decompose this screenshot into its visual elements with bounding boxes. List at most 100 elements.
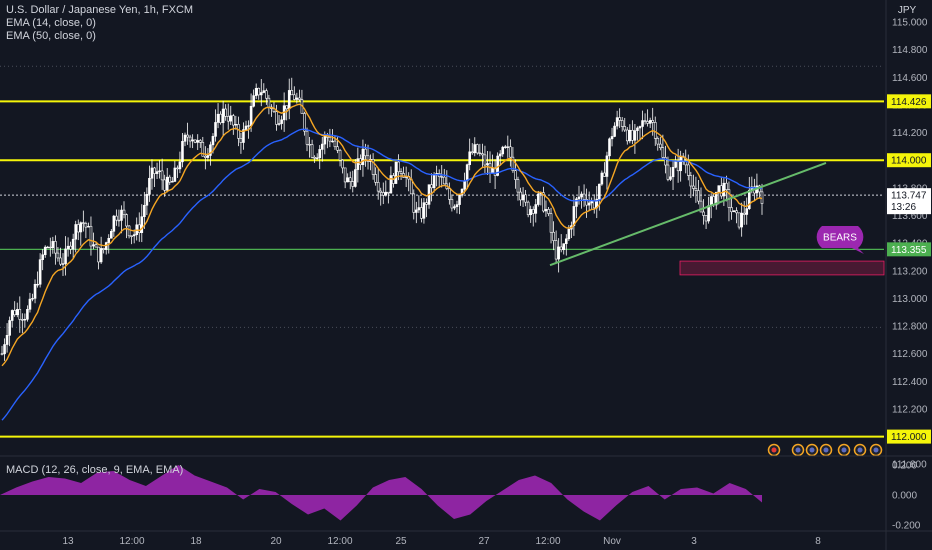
candle-body bbox=[430, 184, 433, 189]
ema14-legend: EMA (14, close, 0) bbox=[6, 17, 96, 29]
candle-body bbox=[196, 140, 200, 143]
candle-body bbox=[529, 209, 532, 216]
candle-body bbox=[694, 188, 698, 191]
candle-body bbox=[115, 215, 118, 221]
candle-body bbox=[524, 194, 527, 203]
candle-body bbox=[23, 318, 27, 321]
candle-body bbox=[366, 155, 370, 162]
candle-body bbox=[165, 176, 169, 191]
candle-body bbox=[577, 196, 581, 200]
candle-body bbox=[415, 209, 418, 213]
candle-body bbox=[598, 183, 601, 200]
bears-zone bbox=[679, 260, 885, 276]
candle-body bbox=[679, 155, 682, 172]
candle-body bbox=[193, 139, 197, 143]
candle-body bbox=[145, 194, 149, 206]
candle-body bbox=[5, 335, 9, 345]
price-tick-label: 113.600 bbox=[892, 211, 928, 222]
candle-body bbox=[102, 248, 105, 250]
candle-body bbox=[547, 209, 550, 214]
ascending-trendline bbox=[549, 162, 827, 267]
candle-body bbox=[331, 140, 334, 143]
candle-body bbox=[348, 177, 352, 182]
candle-body bbox=[432, 174, 436, 189]
candle-body bbox=[99, 248, 103, 263]
candle-body bbox=[254, 87, 258, 96]
candle-body bbox=[354, 169, 357, 187]
candle-body bbox=[8, 320, 11, 336]
candle-body bbox=[201, 142, 205, 157]
candle-body bbox=[305, 130, 309, 145]
candle-body bbox=[501, 146, 505, 155]
price-tick-label: 112.200 bbox=[892, 404, 928, 415]
candle-body bbox=[298, 97, 301, 100]
candle-body bbox=[84, 223, 88, 228]
candle-body bbox=[249, 105, 253, 126]
candle-body bbox=[450, 199, 454, 209]
candle-body bbox=[692, 185, 695, 189]
resistance-top-label-bg bbox=[887, 94, 931, 109]
candle-body bbox=[0, 353, 4, 355]
candle-body bbox=[48, 246, 52, 249]
candle-body bbox=[371, 158, 375, 175]
candle-body bbox=[280, 119, 283, 124]
chart-legend: U.S. Dollar / Japanese Yen, 1h, FXCM EMA… bbox=[6, 4, 193, 43]
candle-body bbox=[262, 90, 266, 93]
candle-body bbox=[506, 146, 510, 148]
chart-title: U.S. Dollar / Japanese Yen, 1h, FXCM bbox=[6, 4, 194, 16]
candle-body bbox=[661, 147, 665, 158]
candle-body bbox=[514, 170, 517, 180]
candle-body bbox=[206, 155, 210, 158]
candle-body bbox=[303, 113, 306, 132]
candle-body bbox=[21, 319, 24, 321]
candle-body bbox=[387, 191, 390, 194]
candle-body bbox=[720, 185, 723, 197]
candle-body bbox=[232, 115, 235, 126]
candle-body bbox=[351, 181, 355, 187]
candle-body bbox=[26, 308, 29, 320]
candle-body bbox=[275, 111, 278, 125]
candle-body bbox=[89, 226, 93, 247]
candle-body bbox=[486, 163, 489, 166]
candle-body bbox=[534, 204, 538, 214]
candle-body bbox=[476, 144, 479, 154]
candle-body bbox=[112, 215, 116, 232]
candle-body bbox=[636, 127, 639, 131]
candle-body bbox=[87, 226, 90, 228]
candle-body bbox=[618, 117, 621, 121]
macd-tick-label: -0.200 bbox=[892, 521, 921, 532]
candle-body bbox=[155, 171, 159, 174]
candle-body bbox=[158, 170, 161, 172]
candle-body bbox=[600, 172, 604, 185]
candle-body bbox=[554, 240, 558, 260]
time-axis-label: Nov bbox=[603, 536, 621, 547]
candle-body bbox=[455, 204, 459, 207]
candle-body bbox=[3, 344, 6, 355]
price-tick-label: 114.600 bbox=[892, 73, 928, 84]
candle-body bbox=[219, 113, 222, 124]
candle-body bbox=[221, 108, 225, 124]
candle-body bbox=[336, 146, 339, 151]
support-green-label: 113.355 bbox=[891, 245, 927, 256]
candle-body bbox=[97, 246, 100, 263]
candle-body bbox=[204, 155, 207, 158]
candle-body bbox=[740, 212, 743, 228]
candle-body bbox=[648, 120, 652, 124]
candle-body bbox=[150, 167, 154, 179]
candle-body bbox=[376, 182, 380, 192]
candle-body bbox=[608, 138, 611, 157]
candle-body bbox=[214, 122, 217, 137]
candle-body bbox=[153, 167, 156, 174]
time-axis-label: 3 bbox=[691, 536, 697, 547]
event-marker-dot bbox=[857, 447, 863, 453]
candle-body bbox=[425, 202, 428, 205]
candle-body bbox=[181, 141, 184, 163]
candle-body bbox=[191, 139, 194, 142]
support-green-label-bg bbox=[887, 242, 931, 257]
candle-body bbox=[582, 193, 586, 200]
candle-body bbox=[66, 245, 70, 250]
candle-body bbox=[33, 283, 37, 299]
candle-body bbox=[226, 116, 230, 122]
candle-body bbox=[267, 97, 271, 108]
